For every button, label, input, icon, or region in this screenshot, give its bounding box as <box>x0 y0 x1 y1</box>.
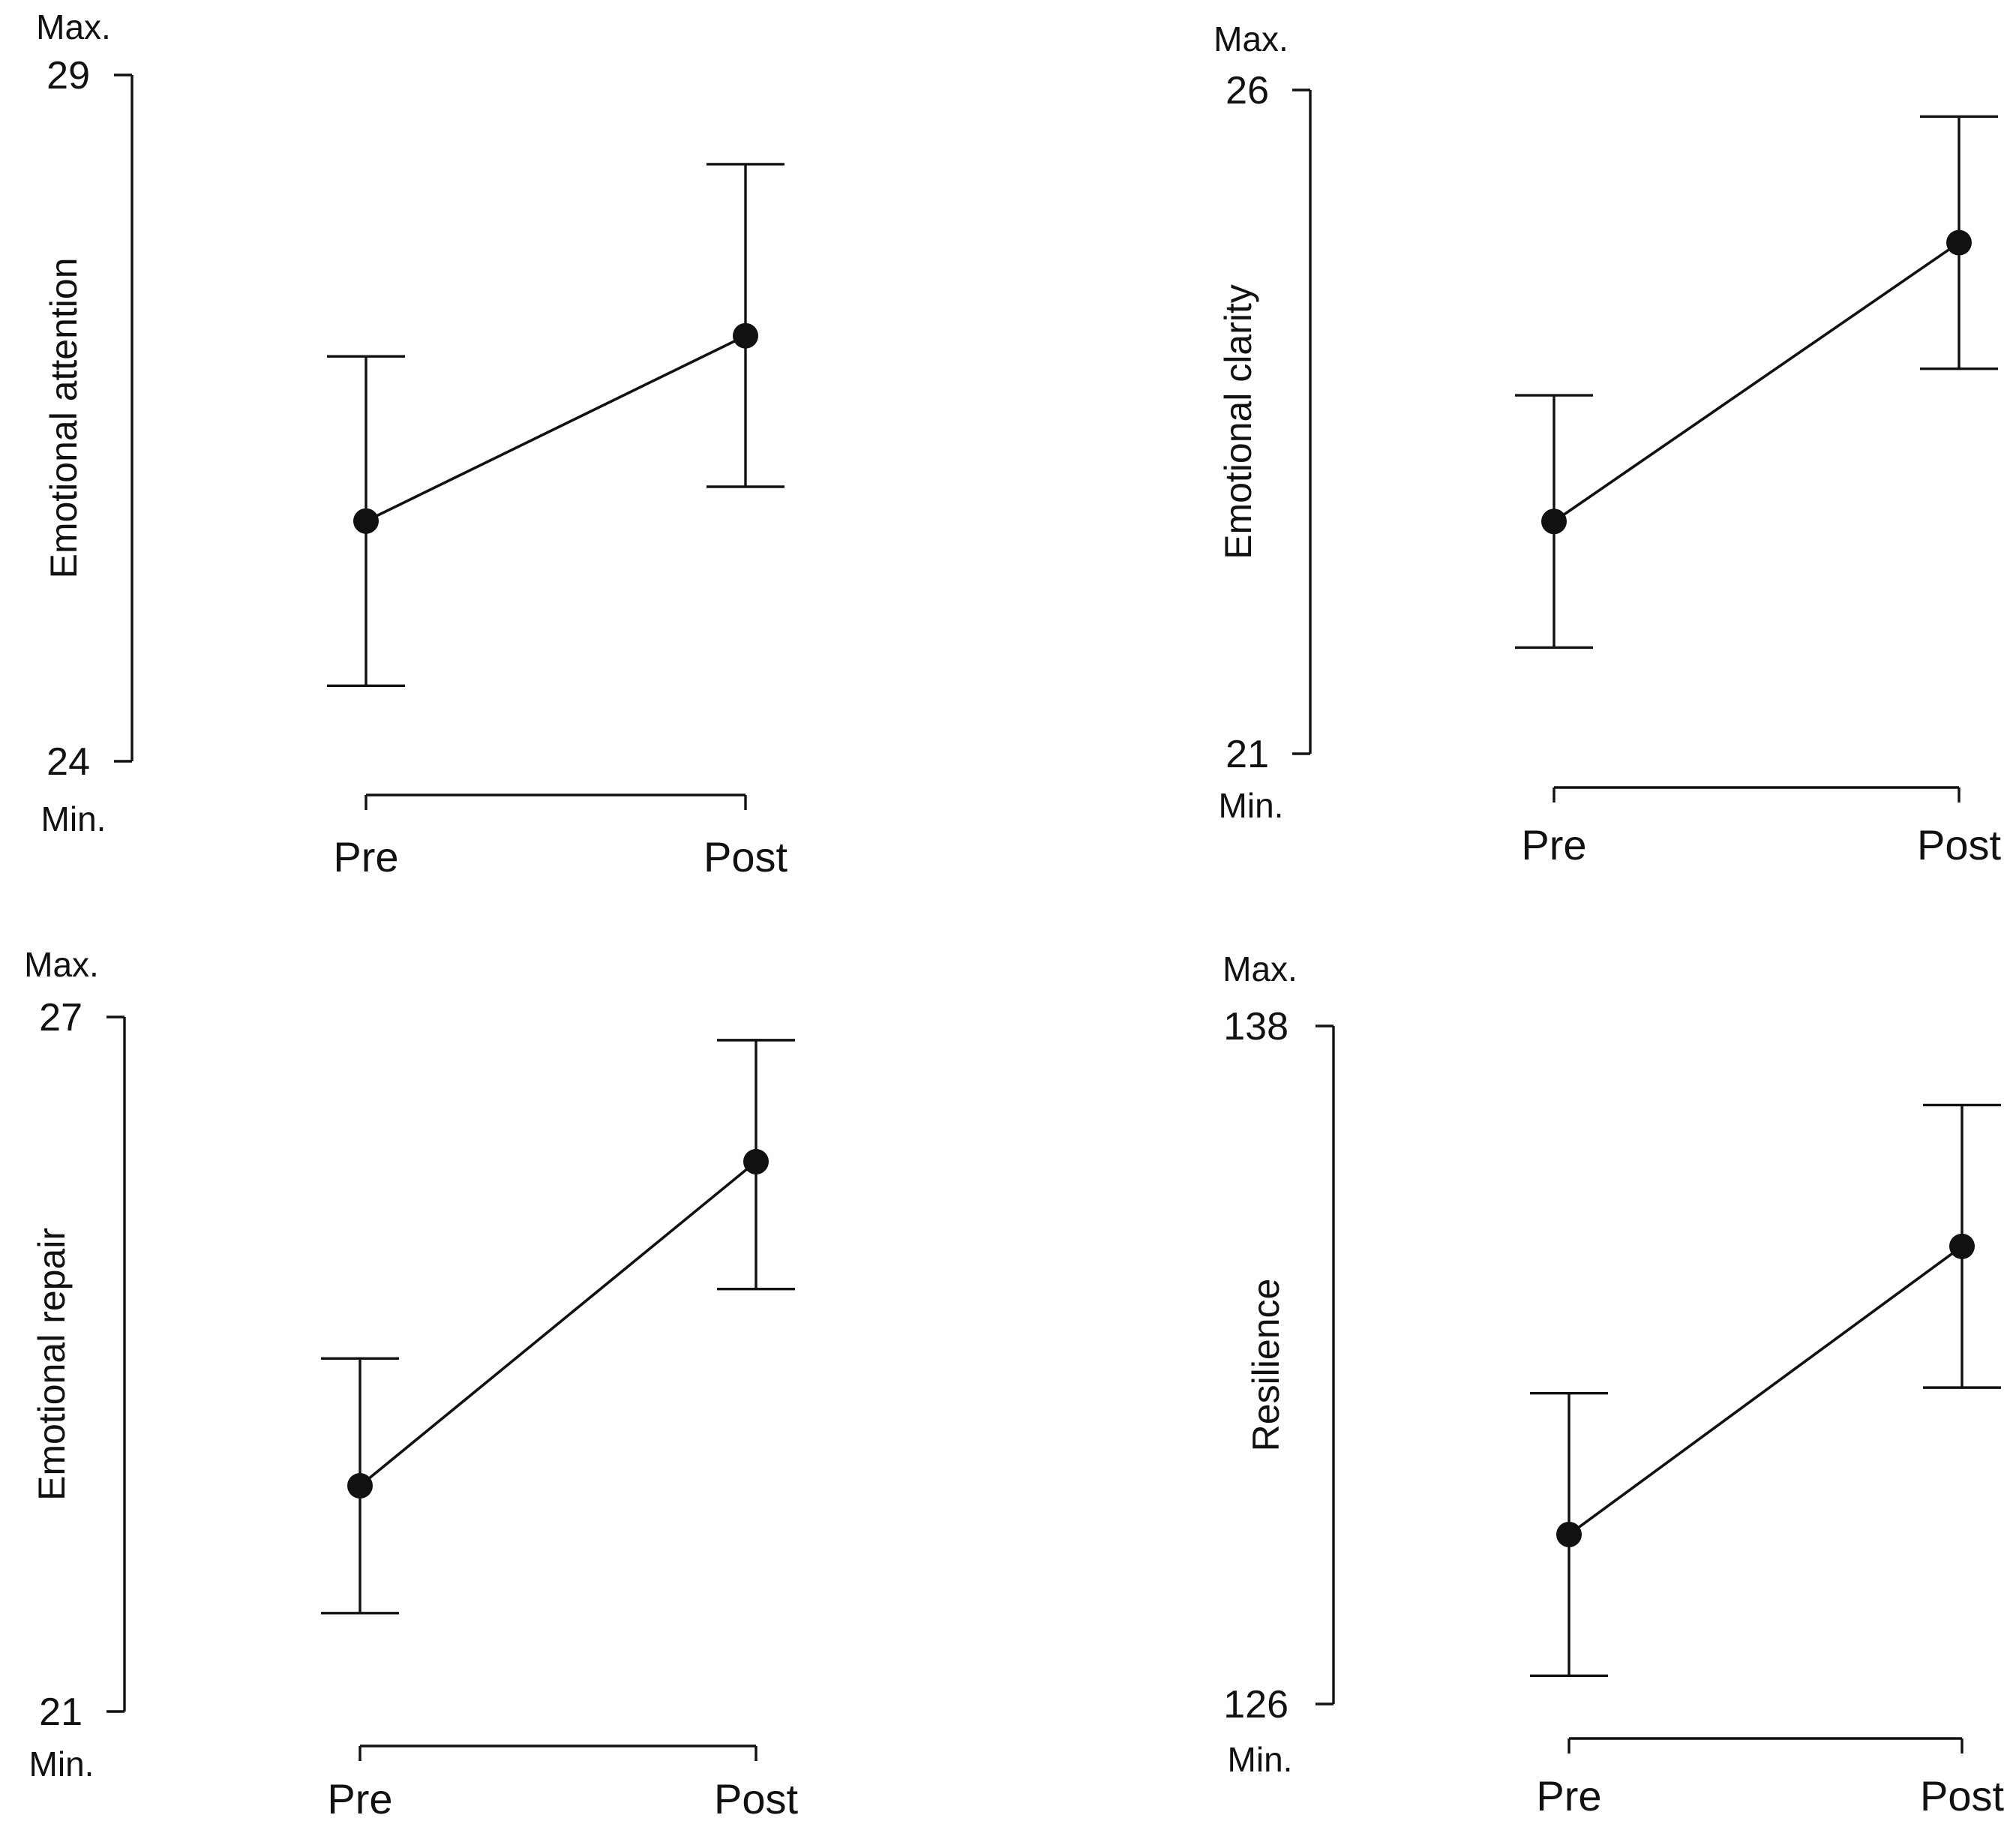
chart-3-y-tick-label-max: 27 <box>39 996 82 1040</box>
chart-1-point-pre <box>353 508 379 534</box>
chart-4-y-axis-title: Resilience <box>1245 1279 1287 1452</box>
chart-4-x-label-post: Post <box>1920 1772 2004 1820</box>
chart-1-x-label-pre: Pre <box>333 833 398 880</box>
chart-4-series-line <box>1568 1245 1964 1536</box>
chart-1-y-axis-title: Emotional attention <box>43 257 85 578</box>
chart-2-point-post <box>1946 230 1972 256</box>
chart-3-x-label-post: Post <box>714 1775 798 1822</box>
chart-4-x-label-pre: Pre <box>1536 1772 1601 1820</box>
chart-1-series-line <box>365 334 746 523</box>
chart-2: 26 21 Max. Min. Pre Post Emotional clarity <box>1214 20 2001 868</box>
chart-2-min-label: Min. <box>1219 786 1284 825</box>
chart-4: 138 126 Max. Min. Pre Post Resilience <box>1222 950 2004 1820</box>
chart-3-series-line <box>358 1160 758 1487</box>
chart-1: 29 24 Max. Min. Pre Post Emotional attention <box>36 8 788 880</box>
chart-3: 27 21 Max. Min. Pre Post Emotional repair <box>24 945 798 1822</box>
chart-2-y-tick-label-max: 26 <box>1226 69 1269 112</box>
chart-4-point-pre <box>1556 1522 1582 1547</box>
chart-2-x-label-post: Post <box>1917 821 2001 868</box>
chart-4-y-tick-label-max: 138 <box>1223 1005 1288 1048</box>
chart-4-point-post <box>1949 1233 1975 1259</box>
chart-3-y-axis-title: Emotional repair <box>31 1228 73 1501</box>
chart-2-max-label: Max. <box>1214 20 1288 58</box>
chart-1-max-label: Max. <box>36 8 111 46</box>
chart-3-max-label: Max. <box>24 945 99 984</box>
chart-1-x-label-post: Post <box>704 833 788 880</box>
chart-3-x-label-pre: Pre <box>327 1775 392 1822</box>
chart-2-y-tick-label-min: 21 <box>1226 733 1269 776</box>
chart-3-y-tick-label-min: 21 <box>39 1690 82 1734</box>
chart-2-x-label-pre: Pre <box>1521 821 1586 868</box>
chart-1-point-post <box>733 322 758 349</box>
chart-1-min-label: Min. <box>41 800 106 838</box>
chart-1-y-tick-label-max: 29 <box>46 54 90 98</box>
chart-3-point-post <box>743 1148 769 1174</box>
chart-3-min-label: Min. <box>29 1744 94 1784</box>
chart-2-point-pre <box>1541 508 1567 535</box>
chart-3-point-pre <box>347 1473 373 1499</box>
chart-2-y-axis-title: Emotional clarity <box>1217 284 1259 560</box>
chart-4-max-label: Max. <box>1222 950 1298 988</box>
chart-4-min-label: Min. <box>1228 1740 1293 1779</box>
chart-1-y-tick-label-min: 24 <box>46 740 90 784</box>
chart-2-series-line <box>1552 242 1960 523</box>
chart-4-y-tick-label-min: 126 <box>1223 1683 1288 1726</box>
